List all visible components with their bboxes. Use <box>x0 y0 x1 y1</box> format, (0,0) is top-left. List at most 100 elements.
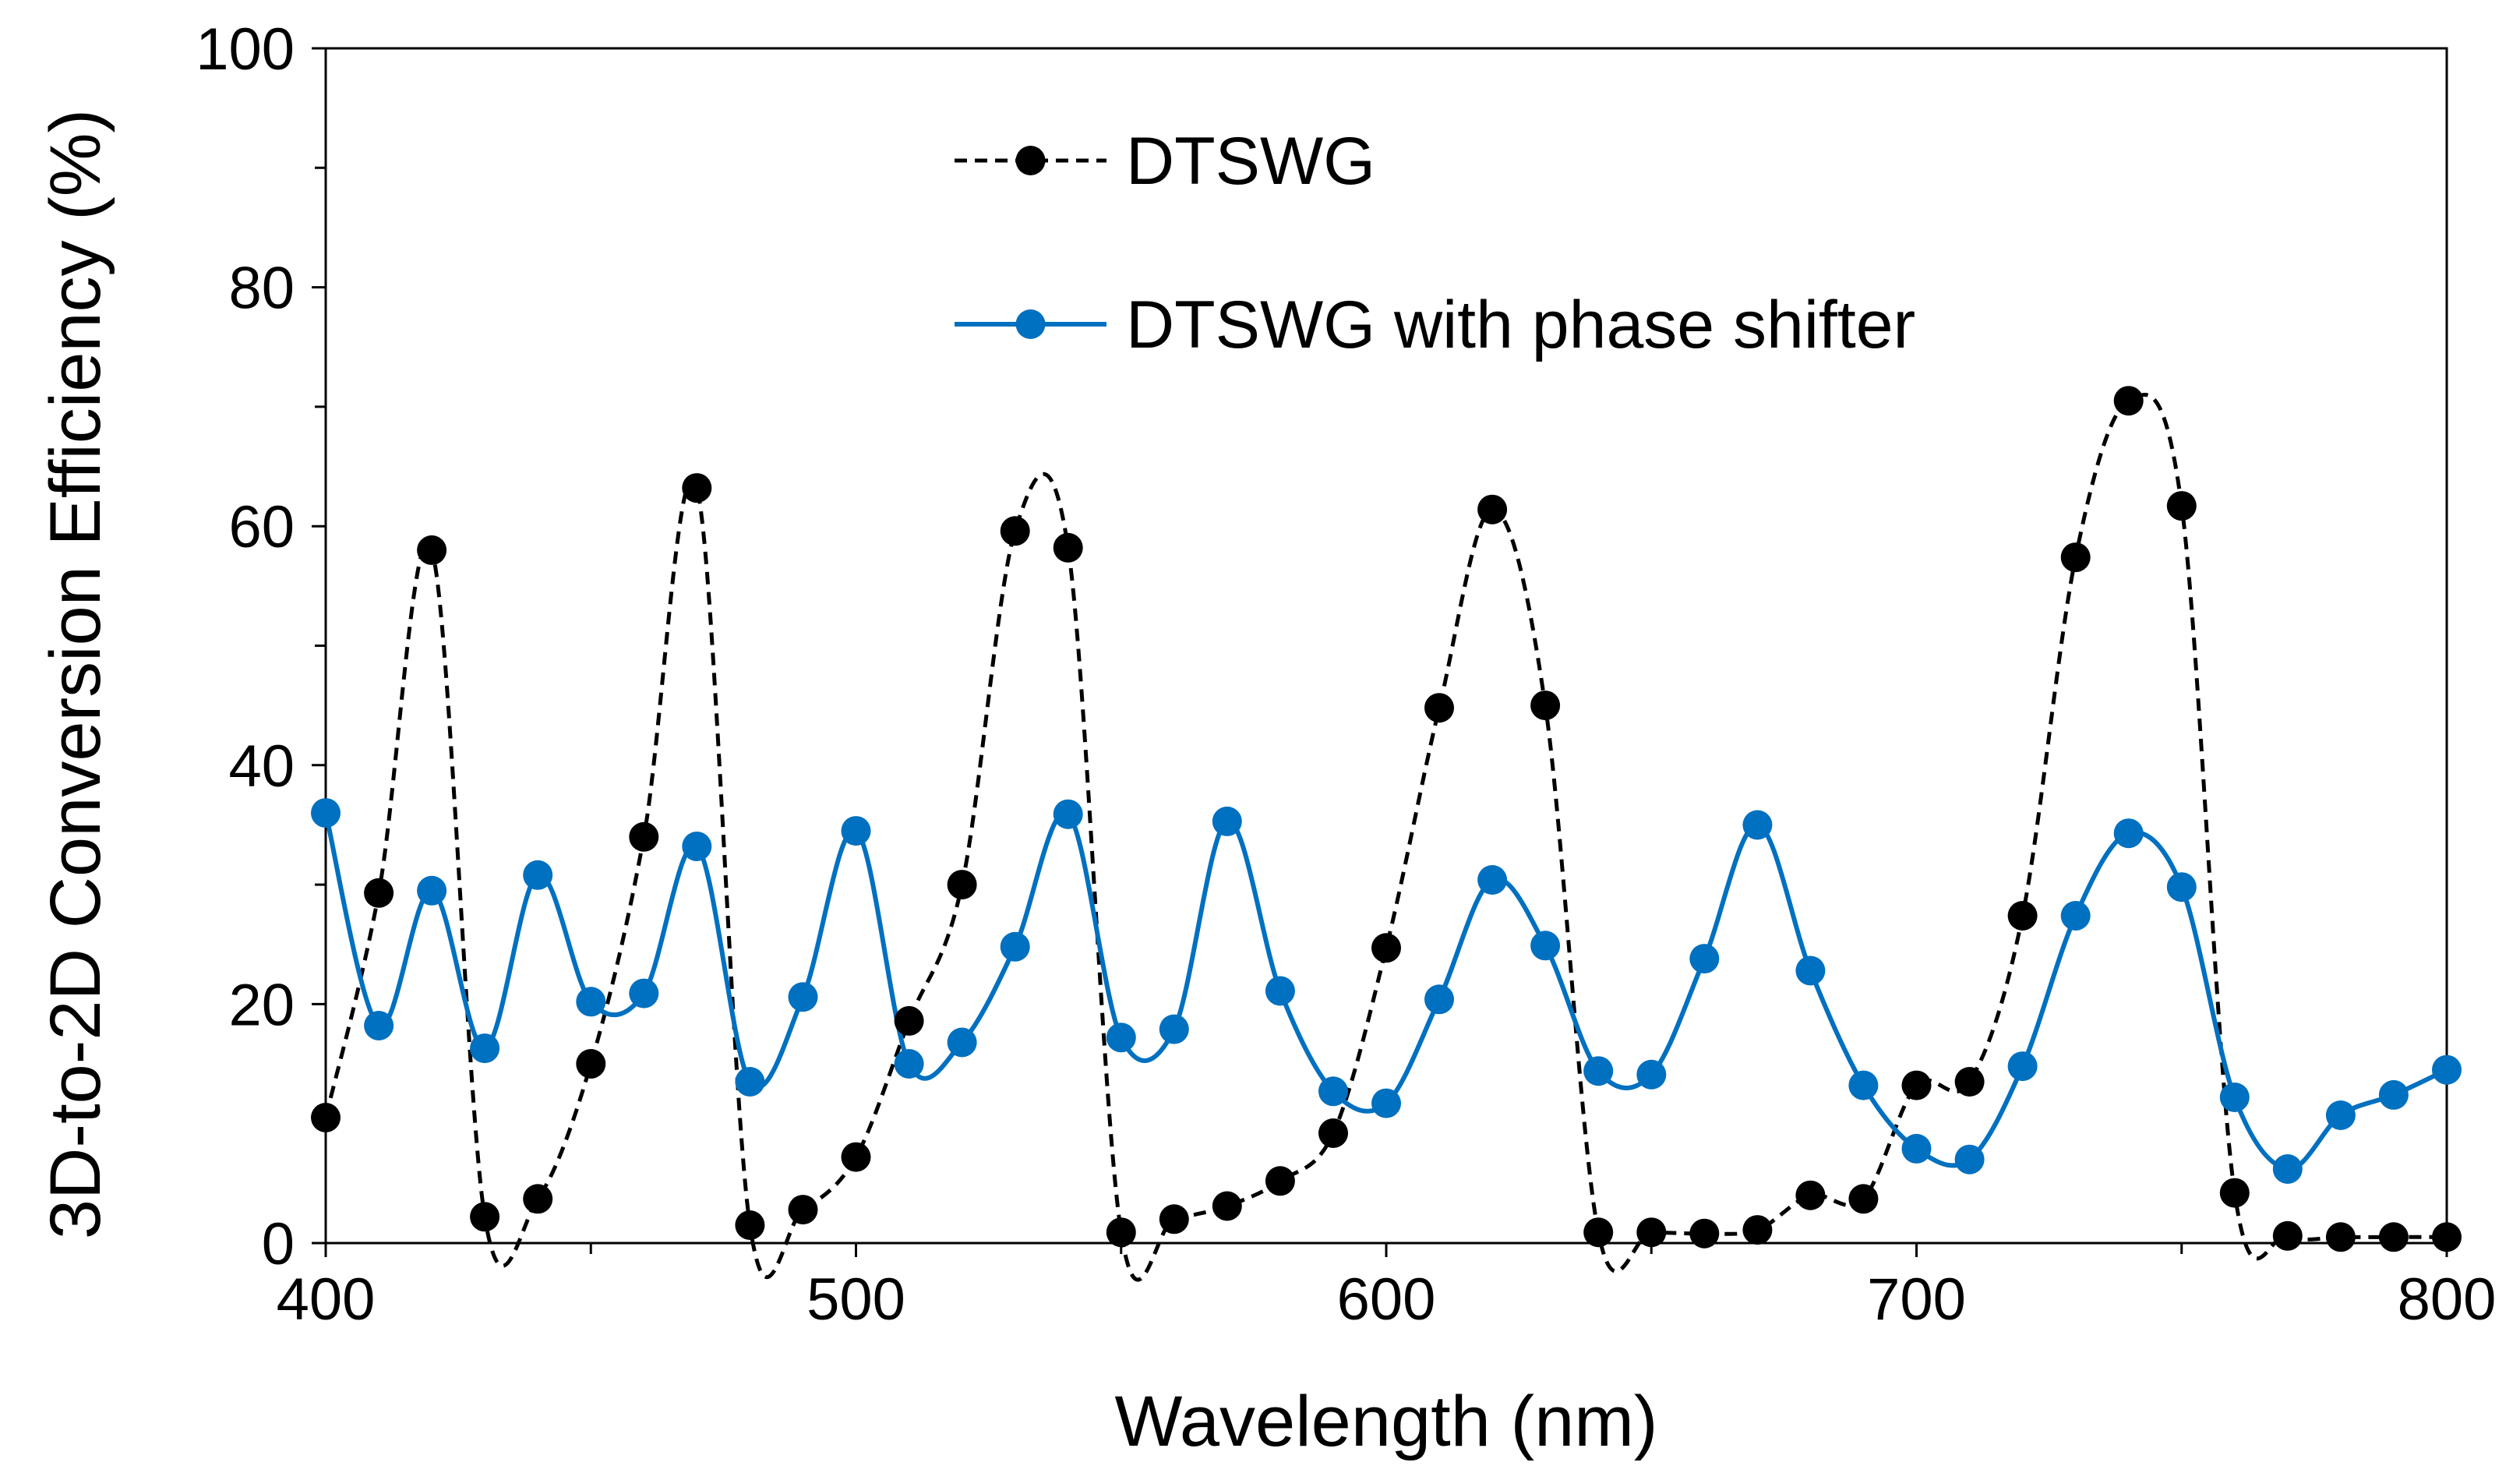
data-point-dtswg <box>2219 1178 2250 1208</box>
data-point-dtswg <box>1477 494 1508 525</box>
legend-item-dtswg: DTSWG <box>955 124 1375 199</box>
data-point-dtswg-with-phase-shifter <box>682 832 712 861</box>
data-point-dtswg-with-phase-shifter <box>2060 901 2091 931</box>
data-point-dtswg-with-phase-shifter <box>2325 1100 2356 1130</box>
data-point-dtswg <box>2166 491 2197 521</box>
data-point-dtswg-with-phase-shifter <box>364 1011 394 1040</box>
y-tick-label: 40 <box>228 733 295 800</box>
data-point-dtswg <box>1053 532 1083 563</box>
data-point-dtswg <box>1318 1118 1348 1148</box>
y-tick-label: 0 <box>262 1211 295 1277</box>
data-point-dtswg-with-phase-shifter <box>417 875 447 906</box>
data-point-dtswg <box>841 1142 871 1172</box>
y-tick-label: 20 <box>228 972 295 1038</box>
data-point-dtswg-with-phase-shifter <box>523 860 553 890</box>
x-tick-label: 400 <box>277 1266 376 1333</box>
data-point-dtswg <box>894 1005 924 1036</box>
data-point-dtswg-with-phase-shifter <box>1583 1056 1614 1086</box>
data-point-dtswg-with-phase-shifter <box>1901 1133 1932 1164</box>
data-point-dtswg <box>1106 1217 1136 1248</box>
data-point-dtswg-with-phase-shifter <box>2113 818 2144 849</box>
data-point-dtswg <box>1265 1166 1295 1196</box>
data-point-dtswg <box>1954 1067 1985 1097</box>
data-point-dtswg <box>523 1184 553 1214</box>
data-point-dtswg <box>2432 1222 2462 1252</box>
data-point-dtswg-with-phase-shifter <box>735 1067 765 1097</box>
data-point-dtswg <box>1795 1180 1826 1210</box>
data-point-dtswg <box>2272 1220 2303 1251</box>
legend-swatch-marker <box>1015 146 1046 175</box>
data-point-dtswg-with-phase-shifter <box>1795 955 1826 986</box>
data-point-dtswg <box>417 535 447 565</box>
data-point-dtswg-with-phase-shifter <box>1000 931 1030 962</box>
data-point-dtswg <box>1424 693 1454 723</box>
data-point-dtswg <box>311 1103 341 1132</box>
data-point-dtswg-with-phase-shifter <box>894 1049 924 1079</box>
data-point-dtswg-with-phase-shifter <box>1265 976 1295 1006</box>
data-point-dtswg <box>2325 1222 2356 1252</box>
data-point-dtswg-with-phase-shifter <box>311 798 341 828</box>
data-point-dtswg <box>2113 386 2144 416</box>
data-point-dtswg-with-phase-shifter <box>2219 1083 2250 1112</box>
x-tick-label: 500 <box>806 1266 905 1333</box>
data-point-dtswg-with-phase-shifter <box>1636 1059 1667 1090</box>
data-point-dtswg-with-phase-shifter <box>629 978 659 1008</box>
data-point-dtswg <box>1689 1218 1720 1249</box>
x-axis-title: Wavelength (nm) <box>1114 1382 1657 1461</box>
data-point-dtswg-with-phase-shifter <box>1159 1014 1189 1044</box>
data-point-dtswg-with-phase-shifter <box>1424 984 1454 1015</box>
data-point-dtswg-with-phase-shifter <box>841 816 871 846</box>
data-point-dtswg <box>1583 1217 1614 1248</box>
data-point-dtswg <box>1636 1217 1667 1248</box>
data-point-dtswg <box>735 1210 765 1240</box>
data-point-dtswg-with-phase-shifter <box>2378 1079 2409 1110</box>
y-tick-label: 80 <box>228 256 295 322</box>
data-point-dtswg-with-phase-shifter <box>1530 931 1561 961</box>
x-tick-label: 700 <box>1867 1266 1966 1333</box>
data-point-dtswg-with-phase-shifter <box>947 1027 977 1058</box>
data-point-dtswg <box>1000 516 1030 546</box>
data-point-dtswg <box>2378 1222 2409 1252</box>
data-point-dtswg-with-phase-shifter <box>576 987 606 1017</box>
y-tick-label: 60 <box>228 494 295 560</box>
data-point-dtswg <box>1159 1204 1189 1235</box>
data-point-dtswg-with-phase-shifter <box>1212 806 1242 836</box>
plot-area-border <box>324 47 2448 1245</box>
data-point-dtswg <box>1212 1191 1242 1221</box>
data-point-dtswg-with-phase-shifter <box>1477 865 1508 895</box>
data-point-dtswg <box>1371 933 1401 963</box>
data-point-dtswg-with-phase-shifter <box>1689 944 1720 974</box>
data-point-dtswg <box>629 821 659 852</box>
data-point-dtswg-with-phase-shifter <box>2272 1154 2303 1184</box>
data-point-dtswg-with-phase-shifter <box>1318 1076 1348 1107</box>
data-point-dtswg-with-phase-shifter <box>1742 810 1773 840</box>
x-tick-label: 600 <box>1337 1266 1436 1333</box>
data-point-dtswg <box>682 473 712 503</box>
data-point-dtswg-with-phase-shifter <box>2166 872 2197 902</box>
x-tick-label: 800 <box>2398 1266 2497 1333</box>
data-point-dtswg <box>1901 1070 1932 1100</box>
legend-item-dtswg-with-phase-shifter: DTSWG with phase shifter <box>955 288 1915 362</box>
data-point-dtswg <box>1742 1215 1773 1245</box>
data-point-dtswg <box>364 878 394 908</box>
legend-label: DTSWG <box>1126 124 1375 199</box>
data-point-dtswg-with-phase-shifter <box>1848 1070 1879 1100</box>
legend-swatch-marker <box>1015 309 1046 339</box>
y-axis-title: 3D-to-2D Conversion Efficiency (%) <box>36 109 115 1239</box>
data-point-dtswg-with-phase-shifter <box>788 982 818 1012</box>
data-point-dtswg <box>470 1202 500 1232</box>
data-point-dtswg <box>2060 542 2091 573</box>
data-point-dtswg <box>947 870 977 900</box>
data-point-dtswg <box>1848 1184 1879 1214</box>
legend-label: DTSWG with phase shifter <box>1126 288 1915 362</box>
data-point-dtswg-with-phase-shifter <box>2007 1051 2038 1082</box>
data-point-dtswg-with-phase-shifter <box>1053 799 1083 829</box>
y-tick-label: 100 <box>196 16 295 83</box>
data-point-dtswg-with-phase-shifter <box>1954 1144 1985 1174</box>
data-point-dtswg-with-phase-shifter <box>1371 1088 1401 1118</box>
data-point-dtswg <box>576 1049 606 1079</box>
data-point-dtswg-with-phase-shifter <box>470 1033 500 1064</box>
data-point-dtswg <box>1530 691 1561 721</box>
data-point-dtswg <box>2007 901 2038 931</box>
